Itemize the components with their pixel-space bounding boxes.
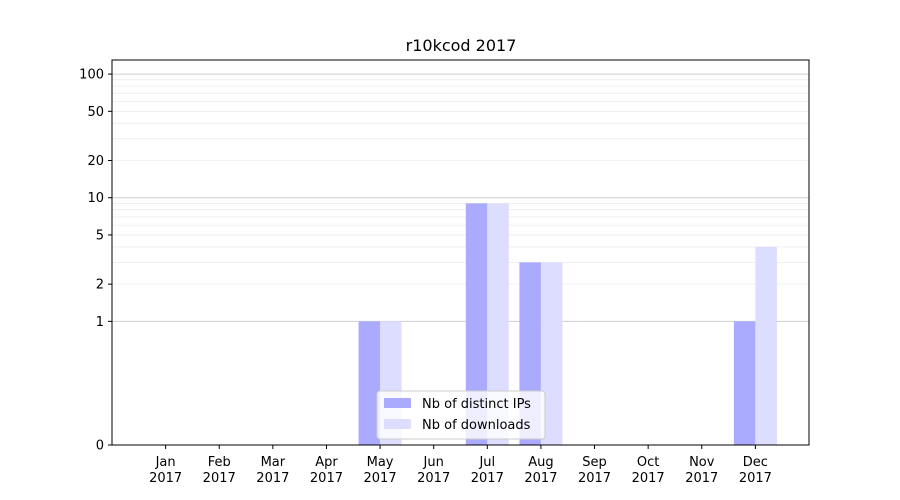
y-tick-label: 5: [96, 228, 104, 243]
bar-downloads: [487, 203, 509, 445]
y-tick-label: 50: [87, 105, 104, 120]
legend-box: [376, 390, 546, 440]
x-tick-label: Jul 2017: [471, 455, 504, 486]
legend: Nb of distinct IPs Nb of downloads: [376, 390, 546, 440]
y-axis: 0 1 2 5 10 20 50 100: [79, 68, 112, 454]
plot-frame: [111, 59, 810, 446]
x-axis: Jan 2017 Feb 2017 Mar 2017 Apr 2017 May 2017 Jun 20…: [149, 445, 772, 486]
legend-swatch-distinct-ips: [384, 398, 411, 408]
y-tick-label: 0: [96, 439, 104, 454]
x-tick-label: Sep 2017: [578, 455, 611, 486]
x-tick-label: Nov 2017: [685, 455, 718, 486]
bar-distinct-ips: [358, 321, 381, 445]
x-tick-label: Dec 2017: [739, 455, 772, 486]
x-tick-label: Feb 2017: [203, 455, 236, 486]
legend-swatch-downloads: [384, 419, 411, 429]
y-tick-label: 1: [96, 315, 104, 330]
bar-downloads: [755, 246, 777, 445]
legend-label-distinct-ips: Nb of distinct IPs: [422, 397, 531, 412]
x-tick-label: Mar 2017: [256, 455, 289, 486]
x-tick-label: May 2017: [364, 455, 397, 486]
y-tick-label: 2: [96, 278, 104, 293]
y-tick-label: 100: [79, 68, 104, 83]
x-tick-label: Jan 2017: [149, 455, 182, 486]
bar-distinct-ips: [465, 203, 488, 445]
grid-layer: [112, 73, 809, 322]
bar-downloads: [540, 262, 563, 445]
x-tick-label: Oct 2017: [632, 455, 665, 486]
y-tick-label: 20: [87, 154, 104, 169]
x-tick-label: Apr 2017: [310, 455, 343, 486]
x-tick-label: Jun 2017: [417, 455, 450, 486]
bar-distinct-ips: [733, 321, 756, 445]
legend-label-downloads: Nb of downloads: [422, 418, 531, 433]
y-tick-label: 10: [87, 191, 104, 206]
x-tick-label: Aug 2017: [524, 455, 557, 486]
chart-title: r10kcod 2017: [406, 36, 517, 55]
